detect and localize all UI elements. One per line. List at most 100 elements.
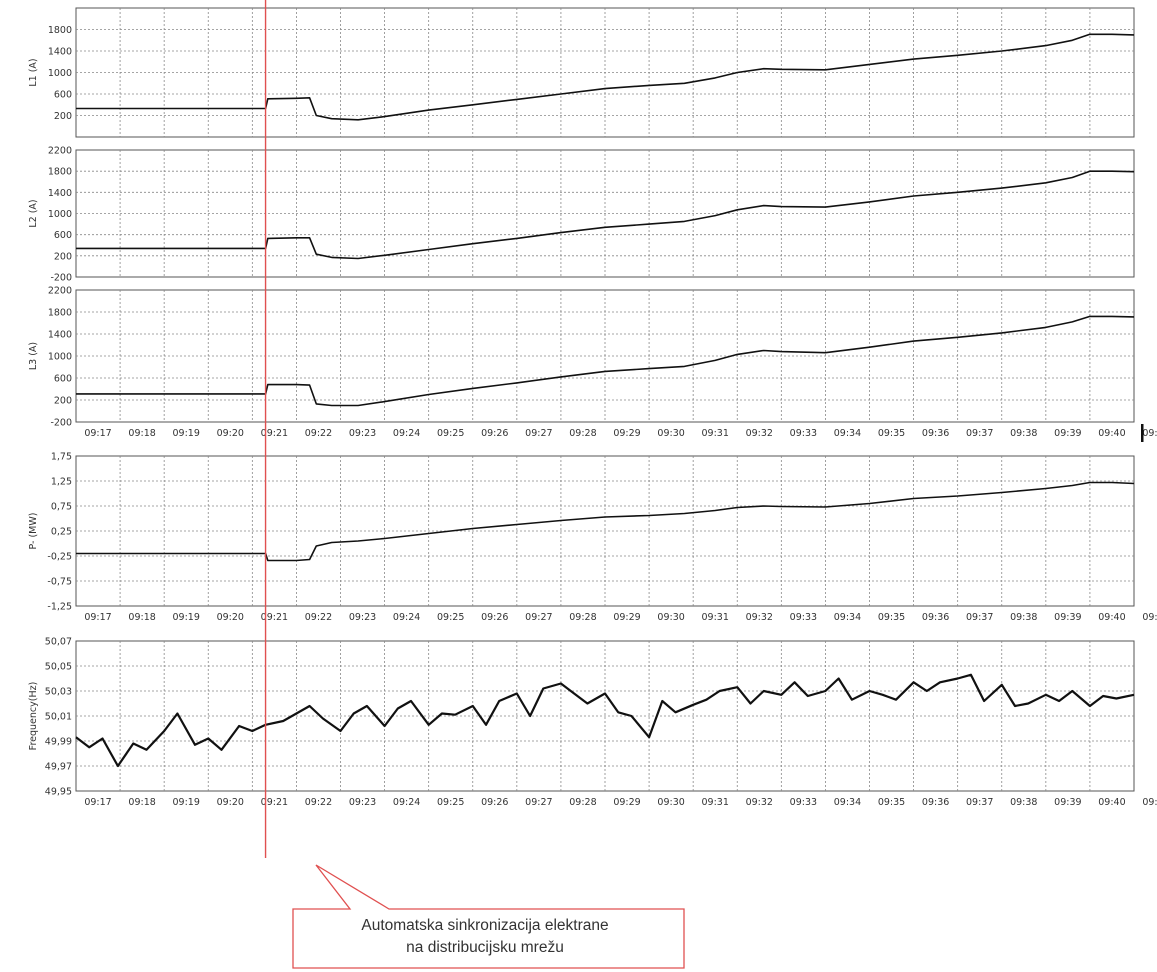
x-tick-label: 09:23 (349, 797, 376, 808)
y-tick-label: -0,25 (47, 552, 72, 563)
x-tick-label: 09:26 (481, 612, 508, 623)
chart-panel-l3: -200 200 600 1000 1400 1800 2200 L3 (A) 09:17 09:… (28, 286, 1157, 440)
y-tick-label: 1,25 (51, 477, 72, 488)
y-tick-label: 1800 (48, 25, 72, 36)
x-tick-label: 09:25 (437, 797, 464, 808)
x-tick-label: 09:29 (613, 797, 640, 808)
x-tick-label: 09:32 (746, 797, 773, 808)
x-tick-label: 09:17 (84, 612, 111, 623)
x-tick-label: 09:30 (657, 612, 684, 623)
y-tick-label: 50,07 (45, 637, 72, 648)
y-tick-label: 49,99 (45, 737, 72, 748)
x-tick-label: 09:24 (393, 612, 420, 623)
x-tick-label: 09:18 (128, 428, 155, 439)
y-tick-label: -200 (50, 418, 72, 429)
x-tick-label: 09:39 (1054, 612, 1081, 623)
x-tick-label: 09:41 (1142, 797, 1157, 808)
x-tick-label: 09:35 (878, 797, 905, 808)
x-tick-label: 09:39 (1054, 797, 1081, 808)
x-tick-label: 09:30 (657, 797, 684, 808)
x-tick-label: 09:25 (437, 612, 464, 623)
chart-panel-l1: 200 600 1000 1400 1800 L1 (A) (28, 7, 1135, 138)
y-tick-label: 0,75 (51, 502, 72, 513)
x-tick-label: 09:23 (349, 612, 376, 623)
x-tick-label: 09:19 (173, 612, 200, 623)
callout-line-1: Automatska sinkronizacija elektrane (361, 917, 608, 934)
x-tick-label: 09:20 (217, 797, 244, 808)
x-tick-label: 09:24 (393, 428, 420, 439)
x-tick-label: 09:31 (702, 797, 729, 808)
series-line-l3 (76, 315, 1135, 407)
y-tick-label: 200 (54, 396, 72, 407)
x-tick-label: 09:33 (790, 612, 817, 623)
x-tick-label: 09:19 (173, 797, 200, 808)
x-tick-label: 09:34 (834, 797, 861, 808)
x-tick-label: 09:22 (305, 428, 332, 439)
series-line-p (76, 481, 1135, 562)
x-tick-label: 09:23 (349, 428, 376, 439)
x-tick-label: 09:33 (790, 797, 817, 808)
y-tick-label: 50,03 (45, 687, 72, 698)
x-tick-label: 09:38 (1010, 428, 1037, 439)
series-line-f (75, 673, 1135, 768)
x-tick-label: 09:40 (1098, 612, 1125, 623)
x-tick-label: 09:22 (305, 612, 332, 623)
x-tick-label: 09:36 (922, 797, 949, 808)
x-tick-label: 09:22 (305, 797, 332, 808)
x-tick-label: 09:17 (84, 428, 111, 439)
x-tick-label: 09:39 (1054, 428, 1081, 439)
x-tick-label: 09:31 (702, 428, 729, 439)
y-tick-label: 1800 (48, 308, 72, 319)
x-tick-label: 09:31 (702, 612, 729, 623)
x-tick-label: 09:35 (878, 428, 905, 439)
x-tick-label: 09:40 (1098, 428, 1125, 439)
y-axis-label: Frequency(Hz) (28, 682, 39, 751)
x-tick-label: 09:17 (84, 797, 111, 808)
x-tick-label: 09:38 (1010, 612, 1037, 623)
y-tick-label: 1400 (48, 330, 72, 341)
y-axis-label: L3 (A) (28, 342, 39, 370)
x-tick-label: 09:38 (1010, 797, 1037, 808)
y-axis-label: P- (MW) (28, 513, 39, 550)
y-tick-label: 0,25 (51, 527, 72, 538)
x-tick-label: 09:35 (878, 612, 905, 623)
y-tick-label: 1000 (48, 209, 72, 220)
y-tick-label: -1,25 (47, 602, 72, 613)
y-tick-label: 49,97 (45, 762, 72, 773)
x-tick-label: 09:26 (481, 428, 508, 439)
callout: Automatska sinkronizacija elektrane na di… (292, 864, 685, 969)
y-tick-label: 2200 (48, 286, 72, 297)
x-tick-label: 09:41 (1142, 612, 1157, 623)
y-tick-label: -0,75 (47, 577, 72, 588)
x-tick-label: 09:21 (261, 428, 288, 439)
x-tick-label: 09:29 (613, 612, 640, 623)
x-tick-label: 09:30 (657, 428, 684, 439)
x-tick-label: 09:19 (173, 428, 200, 439)
y-tick-label: 50,01 (45, 712, 72, 723)
y-tick-label: 1400 (48, 188, 72, 199)
callout-box (292, 864, 685, 969)
x-tick-label: 09:20 (217, 428, 244, 439)
y-tick-label: 1400 (48, 47, 72, 58)
x-tick-label: 09:25 (437, 428, 464, 439)
x-tick-label: 09:24 (393, 797, 420, 808)
series-line-l2 (76, 170, 1135, 260)
y-tick-label: 1800 (48, 167, 72, 178)
y-axis-label: L2 (A) (28, 199, 39, 227)
x-tick-label: 09:18 (128, 797, 155, 808)
y-tick-label: 600 (54, 90, 72, 101)
chart-panel-f: 49,95 49,97 49,99 50,01 50,03 50,05 50,07 Frequ… (28, 637, 1157, 809)
x-tick-label: 09:37 (966, 797, 993, 808)
x-tick-label: 09:29 (613, 428, 640, 439)
x-tick-label: 09:21 (261, 797, 288, 808)
x-tick-label: 09:32 (746, 612, 773, 623)
x-tick-label: 09:37 (966, 428, 993, 439)
x-tick-label: 09:37 (966, 612, 993, 623)
x-tick-label: 09:27 (525, 612, 552, 623)
callout-line-2: na distribucijsku mrežu (406, 939, 564, 956)
x-tick-label: 09:28 (569, 797, 596, 808)
x-tick-label: 09:36 (922, 428, 949, 439)
x-tick-label: 09:32 (746, 428, 773, 439)
y-tick-label: -200 (50, 273, 72, 284)
